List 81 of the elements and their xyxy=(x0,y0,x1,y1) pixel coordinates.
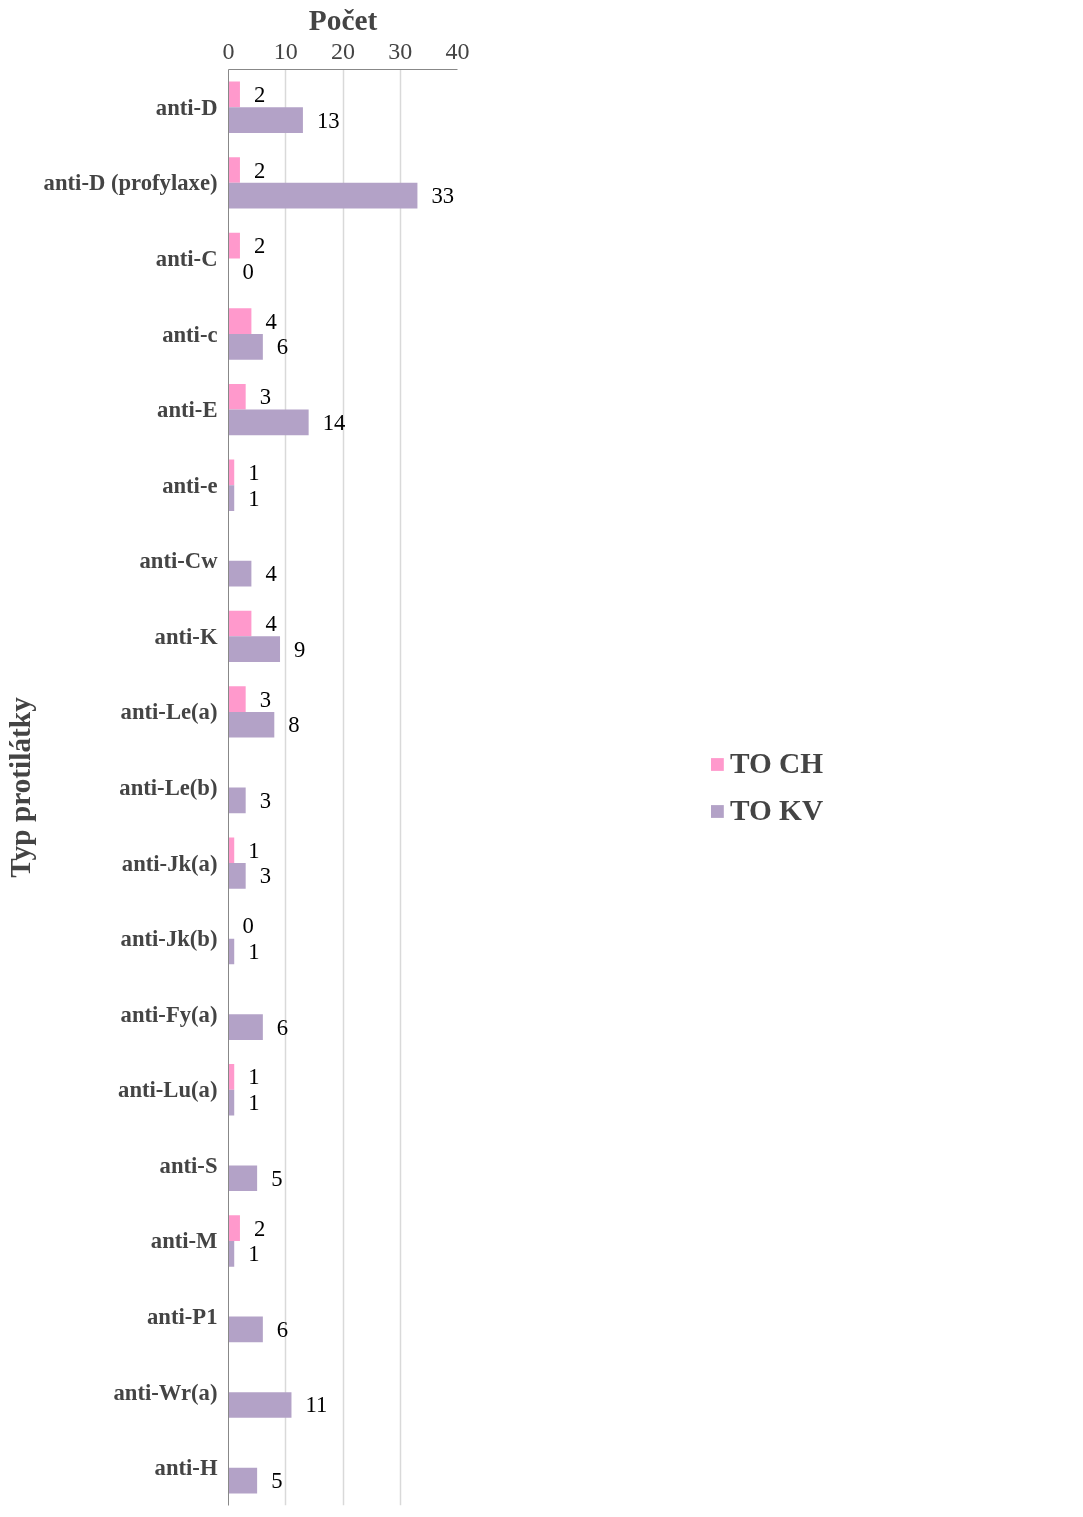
y-tick-label: anti-P1 xyxy=(147,1304,218,1330)
data-label: 9 xyxy=(294,636,306,662)
bar xyxy=(228,81,240,108)
bar xyxy=(228,107,303,133)
data-label: 5 xyxy=(271,1165,283,1191)
bar xyxy=(228,182,418,209)
y-tick-label: anti-Jk(a) xyxy=(121,850,218,876)
y-tick-label: anti-Wr(a) xyxy=(113,1379,218,1405)
data-label: 3 xyxy=(259,863,271,889)
data-label: 3 xyxy=(259,384,271,410)
data-label: 3 xyxy=(259,686,271,712)
bar xyxy=(228,1215,240,1241)
bar xyxy=(228,863,246,889)
bar xyxy=(228,409,309,436)
bar xyxy=(228,1392,292,1418)
data-label: 0 xyxy=(242,258,254,284)
data-label: 6 xyxy=(276,1316,289,1342)
legend-label: TO CH xyxy=(729,747,824,780)
y-tick-label: anti-Le(b) xyxy=(119,775,218,800)
data-label: 33 xyxy=(431,183,455,209)
y-axis-title: Typ protilátky xyxy=(3,696,36,878)
y-tick-label: anti-Cw xyxy=(139,548,219,574)
x-tick-label: 30 xyxy=(388,37,413,64)
y-tick-label: anti-D xyxy=(155,94,218,120)
data-label: 2 xyxy=(253,157,266,183)
data-label: 2 xyxy=(253,81,266,107)
data-label: 4 xyxy=(265,610,277,636)
y-tick-label: anti-M xyxy=(150,1228,218,1254)
data-label: 2 xyxy=(253,233,266,259)
x-tick-label: 10 xyxy=(273,37,298,64)
data-label: 1 xyxy=(248,1064,260,1090)
data-label: 1 xyxy=(248,939,260,965)
y-tick-label: anti-D (profylaxe) xyxy=(43,170,218,196)
data-label: 1 xyxy=(248,459,260,485)
data-label: 1 xyxy=(248,485,260,511)
data-label: 5 xyxy=(271,1468,283,1494)
y-tick-label: anti-Fy(a) xyxy=(120,1001,218,1027)
y-tick-label: anti-S xyxy=(159,1152,218,1178)
x-tick-label: 0 xyxy=(222,37,235,64)
data-label: 4 xyxy=(265,561,277,587)
bar xyxy=(228,383,246,410)
legend-label: TO KV xyxy=(729,794,824,827)
bar xyxy=(228,636,281,663)
data-label: 14 xyxy=(322,409,346,435)
y-tick-label: anti-c xyxy=(162,321,218,347)
y-tick-label: anti-e xyxy=(162,472,218,498)
data-label: 1 xyxy=(248,837,260,863)
bar xyxy=(228,157,240,183)
data-label: 0 xyxy=(242,913,254,939)
bar xyxy=(228,1467,258,1494)
bar xyxy=(228,787,246,814)
data-label: 6 xyxy=(276,334,289,360)
data-label: 6 xyxy=(276,1014,289,1040)
y-tick-label: anti-C xyxy=(155,245,218,271)
bar xyxy=(228,308,252,335)
bar xyxy=(228,334,263,360)
y-tick-label: anti-Le(a) xyxy=(120,699,218,725)
bar xyxy=(228,1316,263,1343)
bar xyxy=(228,610,252,637)
data-label: 11 xyxy=(305,1392,328,1418)
x-axis-title: Počet xyxy=(308,3,378,36)
bar xyxy=(228,232,240,259)
data-label: 13 xyxy=(316,107,340,133)
data-label: 2 xyxy=(253,1215,266,1241)
y-tick-label: anti-E xyxy=(157,397,218,423)
bar xyxy=(228,560,252,587)
x-tick-label: 20 xyxy=(331,37,355,64)
data-label: 3 xyxy=(259,787,271,813)
y-tick-label: anti-H xyxy=(154,1455,218,1481)
data-label: 1 xyxy=(248,1090,260,1116)
data-label: 8 xyxy=(288,712,300,738)
data-label: 1 xyxy=(248,1241,260,1267)
bar xyxy=(228,1014,263,1040)
data-label: 4 xyxy=(265,308,277,334)
y-tick-label: anti-Lu(a) xyxy=(118,1077,218,1103)
bar xyxy=(228,711,275,738)
y-tick-label: anti-K xyxy=(154,623,218,649)
bar xyxy=(228,686,246,712)
x-tick-label: 40 xyxy=(445,37,470,64)
bar xyxy=(228,1165,258,1192)
y-tick-label: anti-Jk(b) xyxy=(120,926,218,952)
